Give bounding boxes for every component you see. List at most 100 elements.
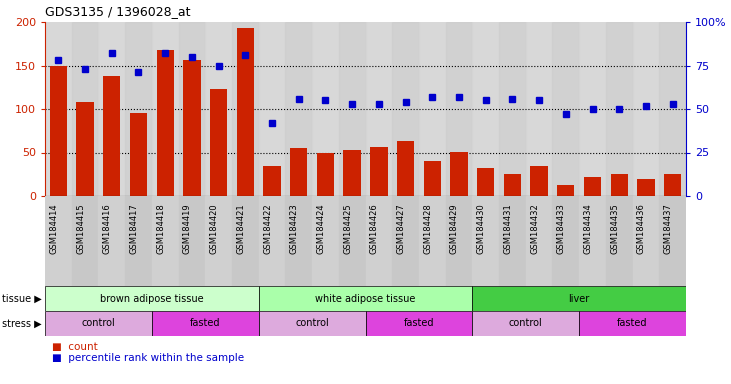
Bar [152, 311, 259, 336]
Bar [526, 22, 553, 196]
Text: tissue ▶: tissue ▶ [1, 293, 42, 303]
Text: fasted: fasted [618, 318, 648, 328]
Text: white adipose tissue: white adipose tissue [315, 293, 416, 303]
Bar [472, 22, 499, 196]
Bar [50, 66, 67, 196]
Bar [499, 196, 526, 286]
Text: fasted: fasted [404, 318, 434, 328]
Bar [263, 166, 281, 196]
Bar [312, 22, 338, 196]
Bar [338, 22, 366, 196]
Text: GSM184433: GSM184433 [557, 203, 566, 254]
Bar [152, 196, 178, 286]
Text: GSM184414: GSM184414 [50, 203, 58, 254]
Bar [259, 196, 285, 286]
Bar [366, 22, 393, 196]
Text: GSM184434: GSM184434 [583, 203, 593, 254]
Text: GSM184428: GSM184428 [423, 203, 432, 254]
Text: GSM184437: GSM184437 [664, 203, 673, 254]
Bar [178, 22, 205, 196]
Bar [446, 22, 472, 196]
Bar [125, 196, 152, 286]
Text: stress ▶: stress ▶ [1, 318, 42, 328]
Text: GSM184421: GSM184421 [236, 203, 246, 254]
Bar [632, 196, 659, 286]
Bar [472, 311, 579, 336]
Bar [259, 22, 285, 196]
Text: GSM184436: GSM184436 [637, 203, 646, 254]
Bar [472, 286, 686, 311]
Text: control: control [509, 318, 542, 328]
Bar [130, 113, 147, 196]
Bar [557, 185, 575, 196]
Bar [419, 196, 446, 286]
Bar [366, 311, 472, 336]
Bar [72, 22, 99, 196]
Text: brown adipose tissue: brown adipose tissue [100, 293, 204, 303]
Bar [45, 311, 152, 336]
Bar [472, 196, 499, 286]
Text: liver: liver [569, 293, 590, 303]
Bar [579, 22, 606, 196]
Bar [103, 76, 121, 196]
Bar [419, 22, 446, 196]
Bar [178, 196, 205, 286]
Bar [499, 22, 526, 196]
Text: GSM184423: GSM184423 [289, 203, 299, 254]
Text: GSM184419: GSM184419 [183, 203, 192, 254]
Bar [553, 22, 579, 196]
Bar [45, 286, 259, 311]
Bar [606, 196, 632, 286]
Bar [285, 22, 312, 196]
Text: control: control [82, 318, 115, 328]
Text: GSM184430: GSM184430 [477, 203, 485, 254]
Bar [531, 166, 548, 196]
Text: control: control [295, 318, 329, 328]
Bar [45, 196, 72, 286]
Bar [232, 22, 259, 196]
Bar [259, 286, 472, 311]
Bar [183, 60, 200, 196]
Bar [344, 150, 361, 196]
Bar [477, 168, 494, 196]
Text: GSM184416: GSM184416 [103, 203, 112, 254]
Bar [232, 196, 259, 286]
Bar [99, 196, 125, 286]
Bar [659, 196, 686, 286]
Text: GSM184429: GSM184429 [450, 203, 459, 254]
Text: GSM184420: GSM184420 [210, 203, 219, 254]
Bar [397, 141, 414, 196]
Bar [312, 196, 338, 286]
Text: GSM184432: GSM184432 [530, 203, 539, 254]
Bar [45, 22, 72, 196]
Bar [76, 102, 94, 196]
Text: GSM184426: GSM184426 [370, 203, 379, 254]
Bar [290, 148, 308, 196]
Bar [210, 89, 227, 196]
Bar [366, 196, 393, 286]
Text: GSM184435: GSM184435 [610, 203, 619, 254]
Bar [205, 196, 232, 286]
Bar [610, 174, 628, 196]
Bar [370, 147, 387, 196]
Bar [504, 174, 521, 196]
Bar [99, 22, 125, 196]
Text: GSM184417: GSM184417 [129, 203, 138, 254]
Text: GSM184425: GSM184425 [343, 203, 352, 254]
Bar [259, 311, 366, 336]
Bar [156, 50, 174, 196]
Bar [632, 22, 659, 196]
Bar [446, 196, 472, 286]
Bar [659, 22, 686, 196]
Text: GSM184415: GSM184415 [76, 203, 85, 254]
Bar [637, 179, 655, 196]
Text: GDS3135 / 1396028_at: GDS3135 / 1396028_at [45, 5, 191, 18]
Text: fasted: fasted [190, 318, 221, 328]
Bar [664, 174, 681, 196]
Bar [72, 196, 99, 286]
Bar [205, 22, 232, 196]
Bar [553, 196, 579, 286]
Bar [526, 196, 553, 286]
Bar [423, 161, 441, 196]
Text: GSM184424: GSM184424 [317, 203, 325, 254]
